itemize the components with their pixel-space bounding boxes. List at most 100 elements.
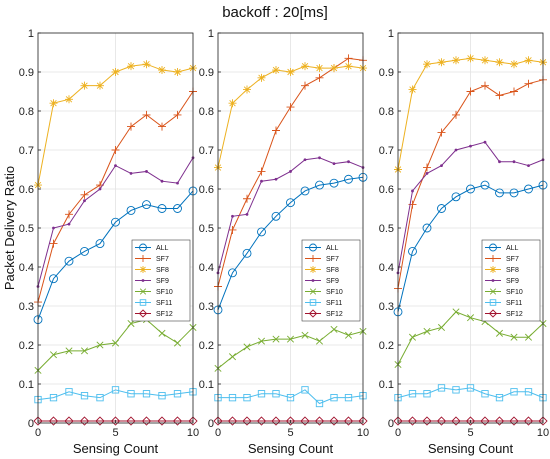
data-point [344,394,353,402]
data-point [358,416,368,426]
legend-swatch-marker [488,309,498,318]
data-point [301,81,309,90]
data-point [408,85,417,94]
data-point [272,66,280,75]
legend-item-all: ALL [135,243,169,252]
legend-swatch-marker [138,309,148,318]
data-point [523,416,534,426]
data-point [98,187,102,191]
y-tick-label: 0.5 [199,223,214,235]
x-tick-label: 0 [395,427,401,439]
data-point [80,190,89,199]
data-point [524,56,533,65]
data-point [145,170,148,173]
data-point [524,333,533,341]
data-point [407,416,418,426]
data-point [242,416,252,426]
data-point [301,386,309,394]
data-point [411,189,414,193]
data-point [95,416,105,426]
data-point [228,353,237,361]
data-point [481,56,489,65]
data-point [256,416,267,426]
data-point [344,331,353,339]
data-point [303,158,307,162]
data-point [160,179,164,183]
legend-label: SF11 [506,300,522,307]
series-all [393,180,548,317]
series-sf7 [34,87,197,307]
data-point [466,384,475,392]
data-point [286,68,295,76]
data-point [495,329,504,337]
data-point [49,99,58,108]
legend-label: SF8 [506,267,519,274]
data-point [243,194,251,203]
legend-label: SF8 [156,267,169,274]
data-point [436,416,447,426]
y-tick-label: 1 [388,28,394,40]
data-point [242,248,252,258]
data-point [228,99,237,108]
y-tick-label: 0.9 [379,67,394,79]
series-sf9 [36,156,195,288]
data-point [52,226,55,230]
data-point [300,186,310,196]
data-point [188,416,198,426]
chart-panel-1: 00.10.20.30.40.50.60.70.80.910 5 10Sensing… [2,28,199,456]
data-point [466,314,475,322]
legend-label: SF11 [326,300,342,307]
data-point [330,394,338,402]
data-point [49,239,58,248]
data-point [286,103,295,112]
legend-swatch-marker [139,266,147,273]
legend-item-sf9: SF9 [305,278,339,285]
data-point [80,81,89,90]
data-point [330,64,338,73]
data-point [495,188,504,198]
data-point [228,225,237,234]
y-tick-label: 0.1 [19,379,34,391]
y-axis-label: Packet Delivery Ratio [2,166,17,290]
data-point [495,394,504,402]
data-point [271,416,281,426]
data-point [423,390,431,398]
data-point [79,416,90,426]
legend-swatch-marker [309,266,317,273]
data-point [110,416,121,426]
legend-swatch-marker [308,309,318,318]
y-tick-label: 0.7 [379,145,394,157]
data-point [127,62,135,71]
data-point [65,95,73,104]
legend-label: SF9 [156,278,169,285]
legend-swatch-marker [309,255,317,262]
data-point [127,320,135,328]
x-tick-label: 5 [287,427,293,439]
data-point [245,212,249,216]
y-tick-label: 0.1 [379,379,394,391]
data-point [524,388,533,396]
data-point [111,386,120,394]
data-point [260,179,263,183]
data-point [481,390,489,398]
data-point [481,81,489,90]
data-point [347,160,350,164]
data-point [231,214,234,218]
data-point [95,239,105,249]
data-point [64,256,74,266]
data-point [495,58,504,67]
data-point [96,394,104,402]
legend-item-sf11: SF11 [485,299,522,307]
series-sf11 [34,386,197,404]
data-point [494,416,505,426]
data-point [257,227,266,237]
data-point [495,91,504,100]
legend-item-sf12: SF12 [135,309,173,318]
data-point [65,347,73,355]
data-point [510,60,518,69]
y-tick-label: 0.2 [199,340,214,352]
data-point [466,87,475,96]
data-point [498,160,501,164]
data-point [454,148,458,152]
data-point [48,416,59,426]
